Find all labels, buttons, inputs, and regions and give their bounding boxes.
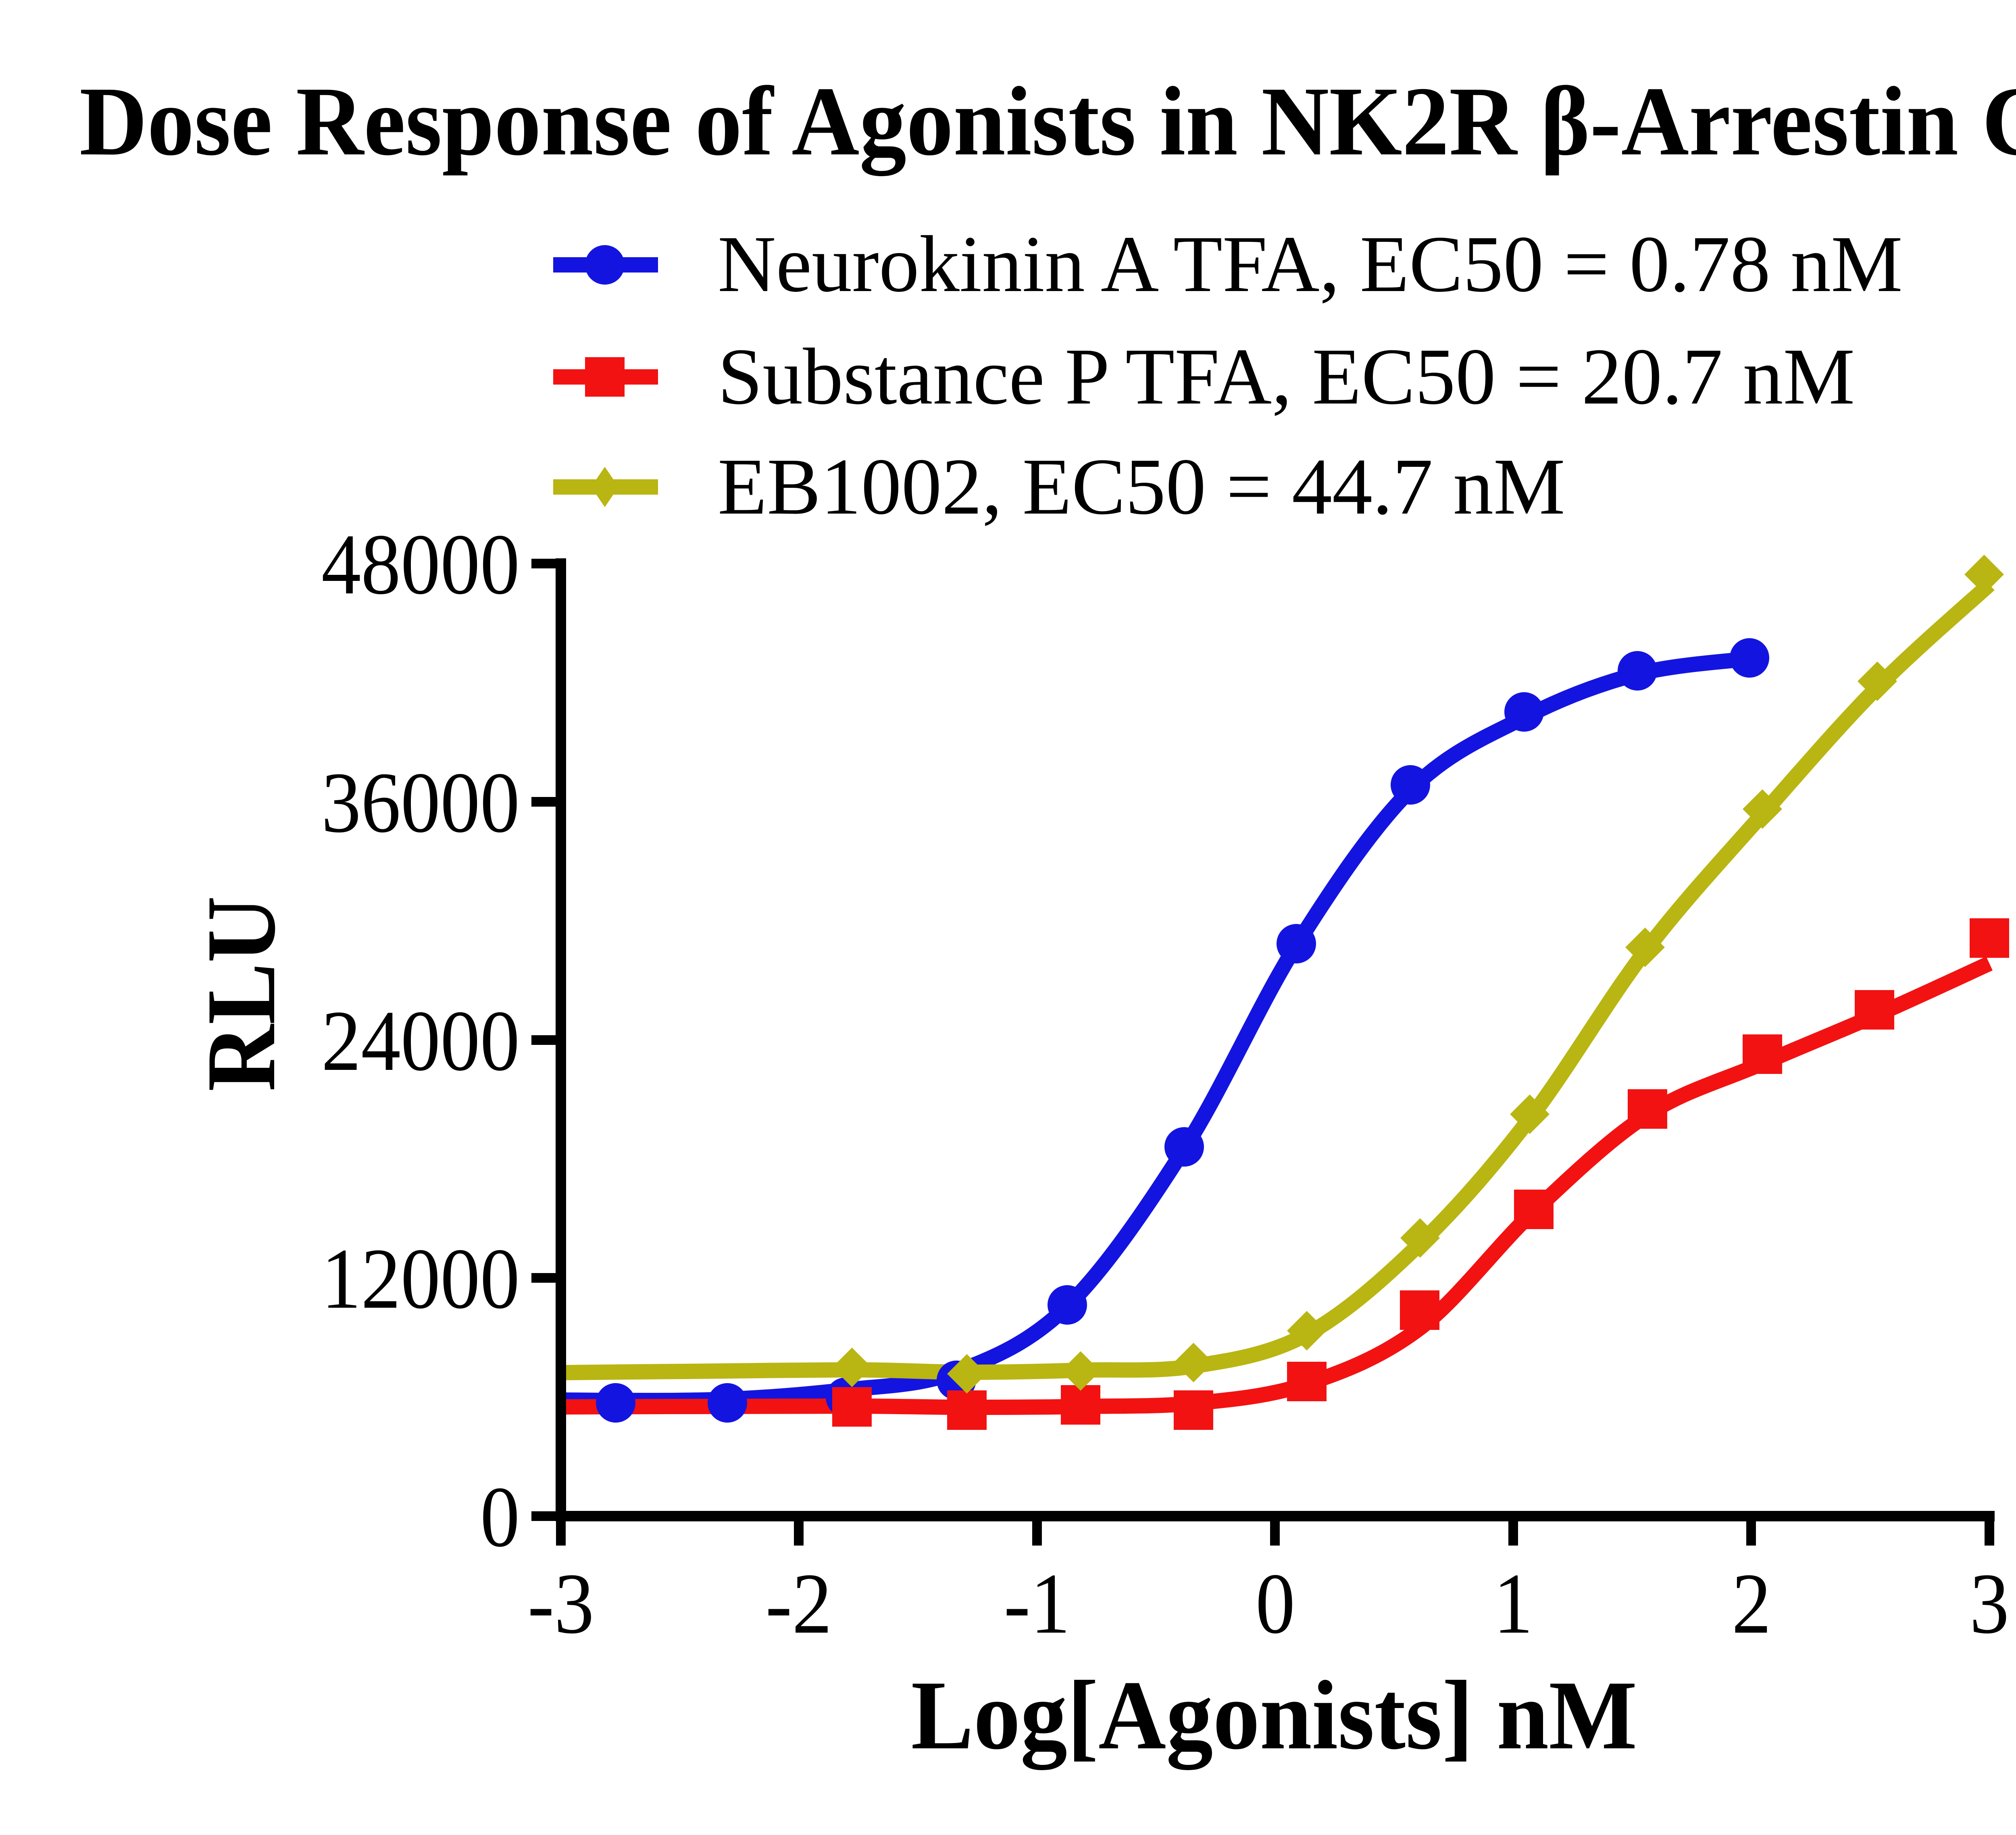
svg-text:12000: 12000 [321,1230,520,1327]
svg-text:-1: -1 [1004,1555,1070,1652]
svg-text:36000: 36000 [321,754,520,851]
svg-text:Dose Response of Agonists in N: Dose Response of Agonists in NK2R β-Arre… [79,67,2016,176]
svg-text:0: 0 [480,1469,520,1565]
svg-text:3: 3 [1970,1555,2009,1652]
svg-text:Neurokinin A TFA, EC50 = 0.78: Neurokinin A TFA, EC50 = 0.78 nM [718,220,1903,309]
svg-text:24000: 24000 [321,992,520,1089]
svg-text:0: 0 [1256,1555,1295,1652]
svg-text:Substance P TFA, EC50 = 20.7 n: Substance P TFA, EC50 = 20.7 nM [718,332,1855,421]
svg-text:-2: -2 [766,1555,832,1652]
svg-text:Log[Agonists] nM: Log[Agonists] nM [911,1660,1637,1770]
svg-text:2: 2 [1732,1555,1771,1652]
svg-text:1: 1 [1493,1555,1533,1652]
svg-text:RLU: RLU [186,896,296,1092]
svg-text:EB1002, EC50 = 44.7 nM: EB1002, EC50 = 44.7 nM [718,442,1565,531]
svg-text:48000: 48000 [321,516,520,612]
svg-text:-3: -3 [528,1555,594,1652]
